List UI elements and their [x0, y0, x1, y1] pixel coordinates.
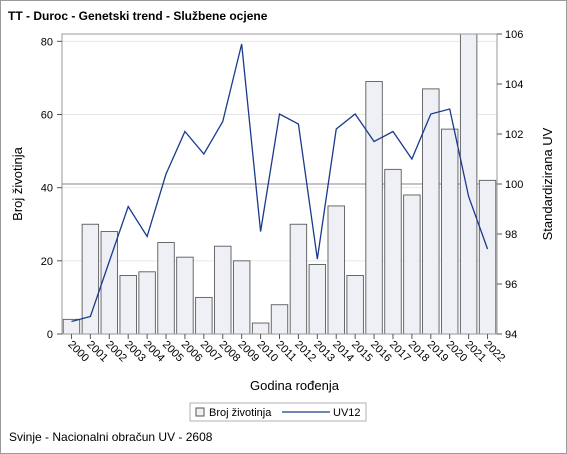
y-tick-label-60: 60: [41, 109, 53, 121]
x-tick-label-2011: 2011: [273, 339, 298, 364]
bar-2008: [214, 245, 232, 335]
legend-bar-label: Broj životinja: [209, 407, 272, 419]
x-tick-label-2003: 2003: [122, 339, 148, 365]
legend-bar-swatch: [195, 407, 205, 417]
y2-tick-label-98: 98: [505, 229, 517, 241]
legend: Broj životinja UV12: [189, 402, 367, 422]
bar-2013: [308, 264, 327, 335]
x-tick-label-2016: 2016: [368, 339, 394, 365]
x-tick-label-2020: 2020: [444, 339, 470, 365]
y2-axis-label: Standardizirana UV: [540, 127, 555, 240]
y2-tick-label-94: 94: [505, 329, 517, 341]
x-tick-label-2002: 2002: [103, 339, 129, 365]
x-axis-label: Godina rođenja: [250, 378, 340, 393]
y2-tick-label-100: 100: [505, 179, 523, 191]
x-tick-label-2009: 2009: [236, 339, 262, 365]
bar-2002: [100, 231, 118, 335]
bar-2003: [119, 275, 137, 335]
y-tick-label-80: 80: [41, 36, 53, 48]
bar-2011: [270, 304, 289, 335]
x-tick-label-2018: 2018: [406, 339, 432, 365]
x-tick-label-2015: 2015: [349, 339, 375, 365]
x-tick-label-2001: 2001: [84, 339, 110, 365]
bar-2005: [157, 242, 175, 335]
bar-2006: [176, 256, 194, 335]
bar-2022: [478, 179, 497, 335]
bar-2000: [62, 318, 81, 335]
x-tick-label-2017: 2017: [387, 339, 413, 365]
y-tick-label-20: 20: [41, 256, 53, 268]
y-tick-label-40: 40: [41, 183, 53, 195]
y2-tick-label-102: 102: [505, 129, 523, 141]
y-axis-label: Broj životinja: [10, 146, 25, 220]
legend-line-label: UV12: [333, 407, 361, 419]
bar-2004: [138, 271, 156, 335]
y-tick-label-0: 0: [47, 329, 53, 341]
y2-tick-label-106: 106: [505, 29, 523, 41]
x-tick-label-2000: 2000: [65, 339, 91, 365]
x-tick-label-2013: 2013: [311, 339, 337, 365]
bar-2014: [327, 205, 345, 335]
x-tick-label-2007: 2007: [198, 339, 224, 365]
x-tick-label-2004: 2004: [141, 339, 167, 365]
x-tick-label-2010: 2010: [254, 339, 280, 365]
x-tick-label-2019: 2019: [425, 339, 451, 365]
y2-tick-label-104: 104: [505, 79, 523, 91]
uv12-line: [71, 43, 489, 323]
bar-2019: [422, 88, 440, 335]
x-tick-label-2012: 2012: [292, 339, 318, 365]
x-tick-label-2008: 2008: [217, 339, 243, 365]
x-axis: 2000200120022003200420052006200720082009…: [65, 334, 507, 364]
bar-2016: [365, 81, 383, 335]
x-tick-label-2006: 2006: [179, 339, 205, 365]
chart-footnote: Svinje - Nacionalni obračun UV - 2608: [9, 430, 213, 444]
x-tick-label-2005: 2005: [160, 339, 186, 365]
bar-2012: [289, 223, 308, 335]
y2-tick-label-96: 96: [505, 279, 517, 291]
bar-2020: [441, 128, 459, 335]
bar-2018: [403, 194, 421, 335]
x-tick-label-2022: 2022: [481, 339, 507, 365]
bar-2021: [459, 33, 478, 335]
y-axis-left: 0 20 40 60 80: [41, 36, 62, 341]
bar-2009: [232, 260, 251, 335]
chart-title: TT - Duroc - Genetski trend - Službene o…: [8, 9, 268, 23]
bar-2015: [346, 275, 364, 335]
y-axis-right: 94 96 98 100 102 104 106: [497, 29, 523, 341]
bar-2017: [384, 168, 402, 335]
x-tick-label-2021: 2021: [463, 339, 489, 365]
bar-2010: [251, 322, 270, 335]
x-tick-label-2014: 2014: [330, 339, 356, 365]
legend-box: [189, 402, 367, 422]
bar-2007: [195, 296, 213, 335]
